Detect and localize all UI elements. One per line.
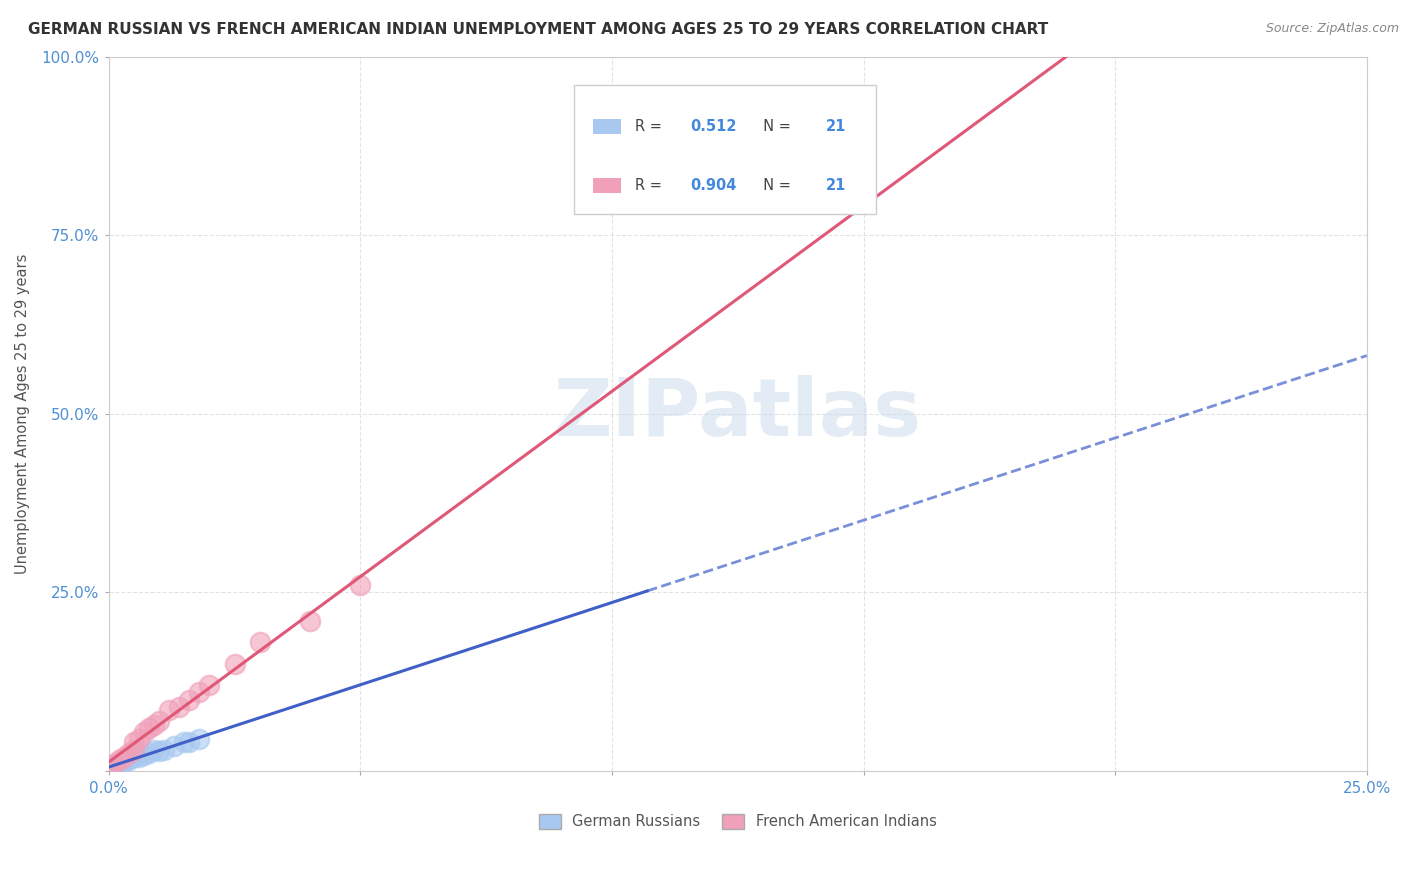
Point: [179, 735, 201, 749]
Y-axis label: Unemployment Among Ages 25 to 29 years: Unemployment Among Ages 25 to 29 years: [15, 253, 30, 574]
Text: 0.512: 0.512: [690, 119, 737, 134]
Point: [148, 714, 170, 728]
Point: [128, 749, 150, 764]
FancyBboxPatch shape: [593, 119, 621, 135]
Point: [128, 731, 150, 746]
Point: [108, 753, 131, 767]
Point: [112, 749, 135, 764]
Point: [118, 746, 141, 760]
Point: [148, 744, 170, 758]
Point: [112, 756, 135, 770]
Text: N =: N =: [754, 119, 796, 134]
FancyBboxPatch shape: [574, 86, 876, 214]
Point: [169, 699, 191, 714]
FancyBboxPatch shape: [593, 178, 621, 194]
Text: R =: R =: [634, 119, 666, 134]
Point: [128, 746, 150, 760]
Point: [299, 614, 322, 628]
Point: [103, 758, 125, 772]
Text: 0.904: 0.904: [690, 178, 737, 193]
Point: [198, 678, 221, 692]
Point: [138, 746, 160, 760]
Text: N =: N =: [754, 178, 796, 193]
Text: R =: R =: [634, 178, 666, 193]
Text: Source: ZipAtlas.com: Source: ZipAtlas.com: [1265, 22, 1399, 36]
Point: [132, 724, 155, 739]
Point: [143, 742, 166, 756]
Point: [138, 721, 160, 735]
Point: [188, 685, 211, 699]
Point: [122, 735, 145, 749]
Point: [118, 751, 141, 765]
Legend: German Russians, French American Indians: German Russians, French American Indians: [533, 808, 942, 835]
Point: [157, 703, 180, 717]
Point: [97, 762, 120, 776]
Point: [163, 739, 186, 753]
Point: [349, 578, 371, 592]
Point: [249, 635, 271, 649]
Text: ZIPatlas: ZIPatlas: [554, 375, 922, 453]
Text: 21: 21: [825, 178, 846, 193]
Point: [118, 753, 141, 767]
Point: [122, 742, 145, 756]
Point: [173, 735, 195, 749]
Point: [103, 761, 125, 775]
Point: [132, 748, 155, 763]
Point: [122, 749, 145, 764]
Point: [97, 760, 120, 774]
Point: [108, 760, 131, 774]
Point: [224, 657, 246, 671]
Point: [103, 756, 125, 771]
Point: [153, 742, 176, 756]
Point: [179, 692, 201, 706]
Point: [97, 760, 120, 774]
Point: [188, 731, 211, 746]
Text: GERMAN RUSSIAN VS FRENCH AMERICAN INDIAN UNEMPLOYMENT AMONG AGES 25 TO 29 YEARS : GERMAN RUSSIAN VS FRENCH AMERICAN INDIAN…: [28, 22, 1049, 37]
Point: [143, 717, 166, 731]
Text: 21: 21: [825, 119, 846, 134]
Point: [108, 756, 131, 771]
